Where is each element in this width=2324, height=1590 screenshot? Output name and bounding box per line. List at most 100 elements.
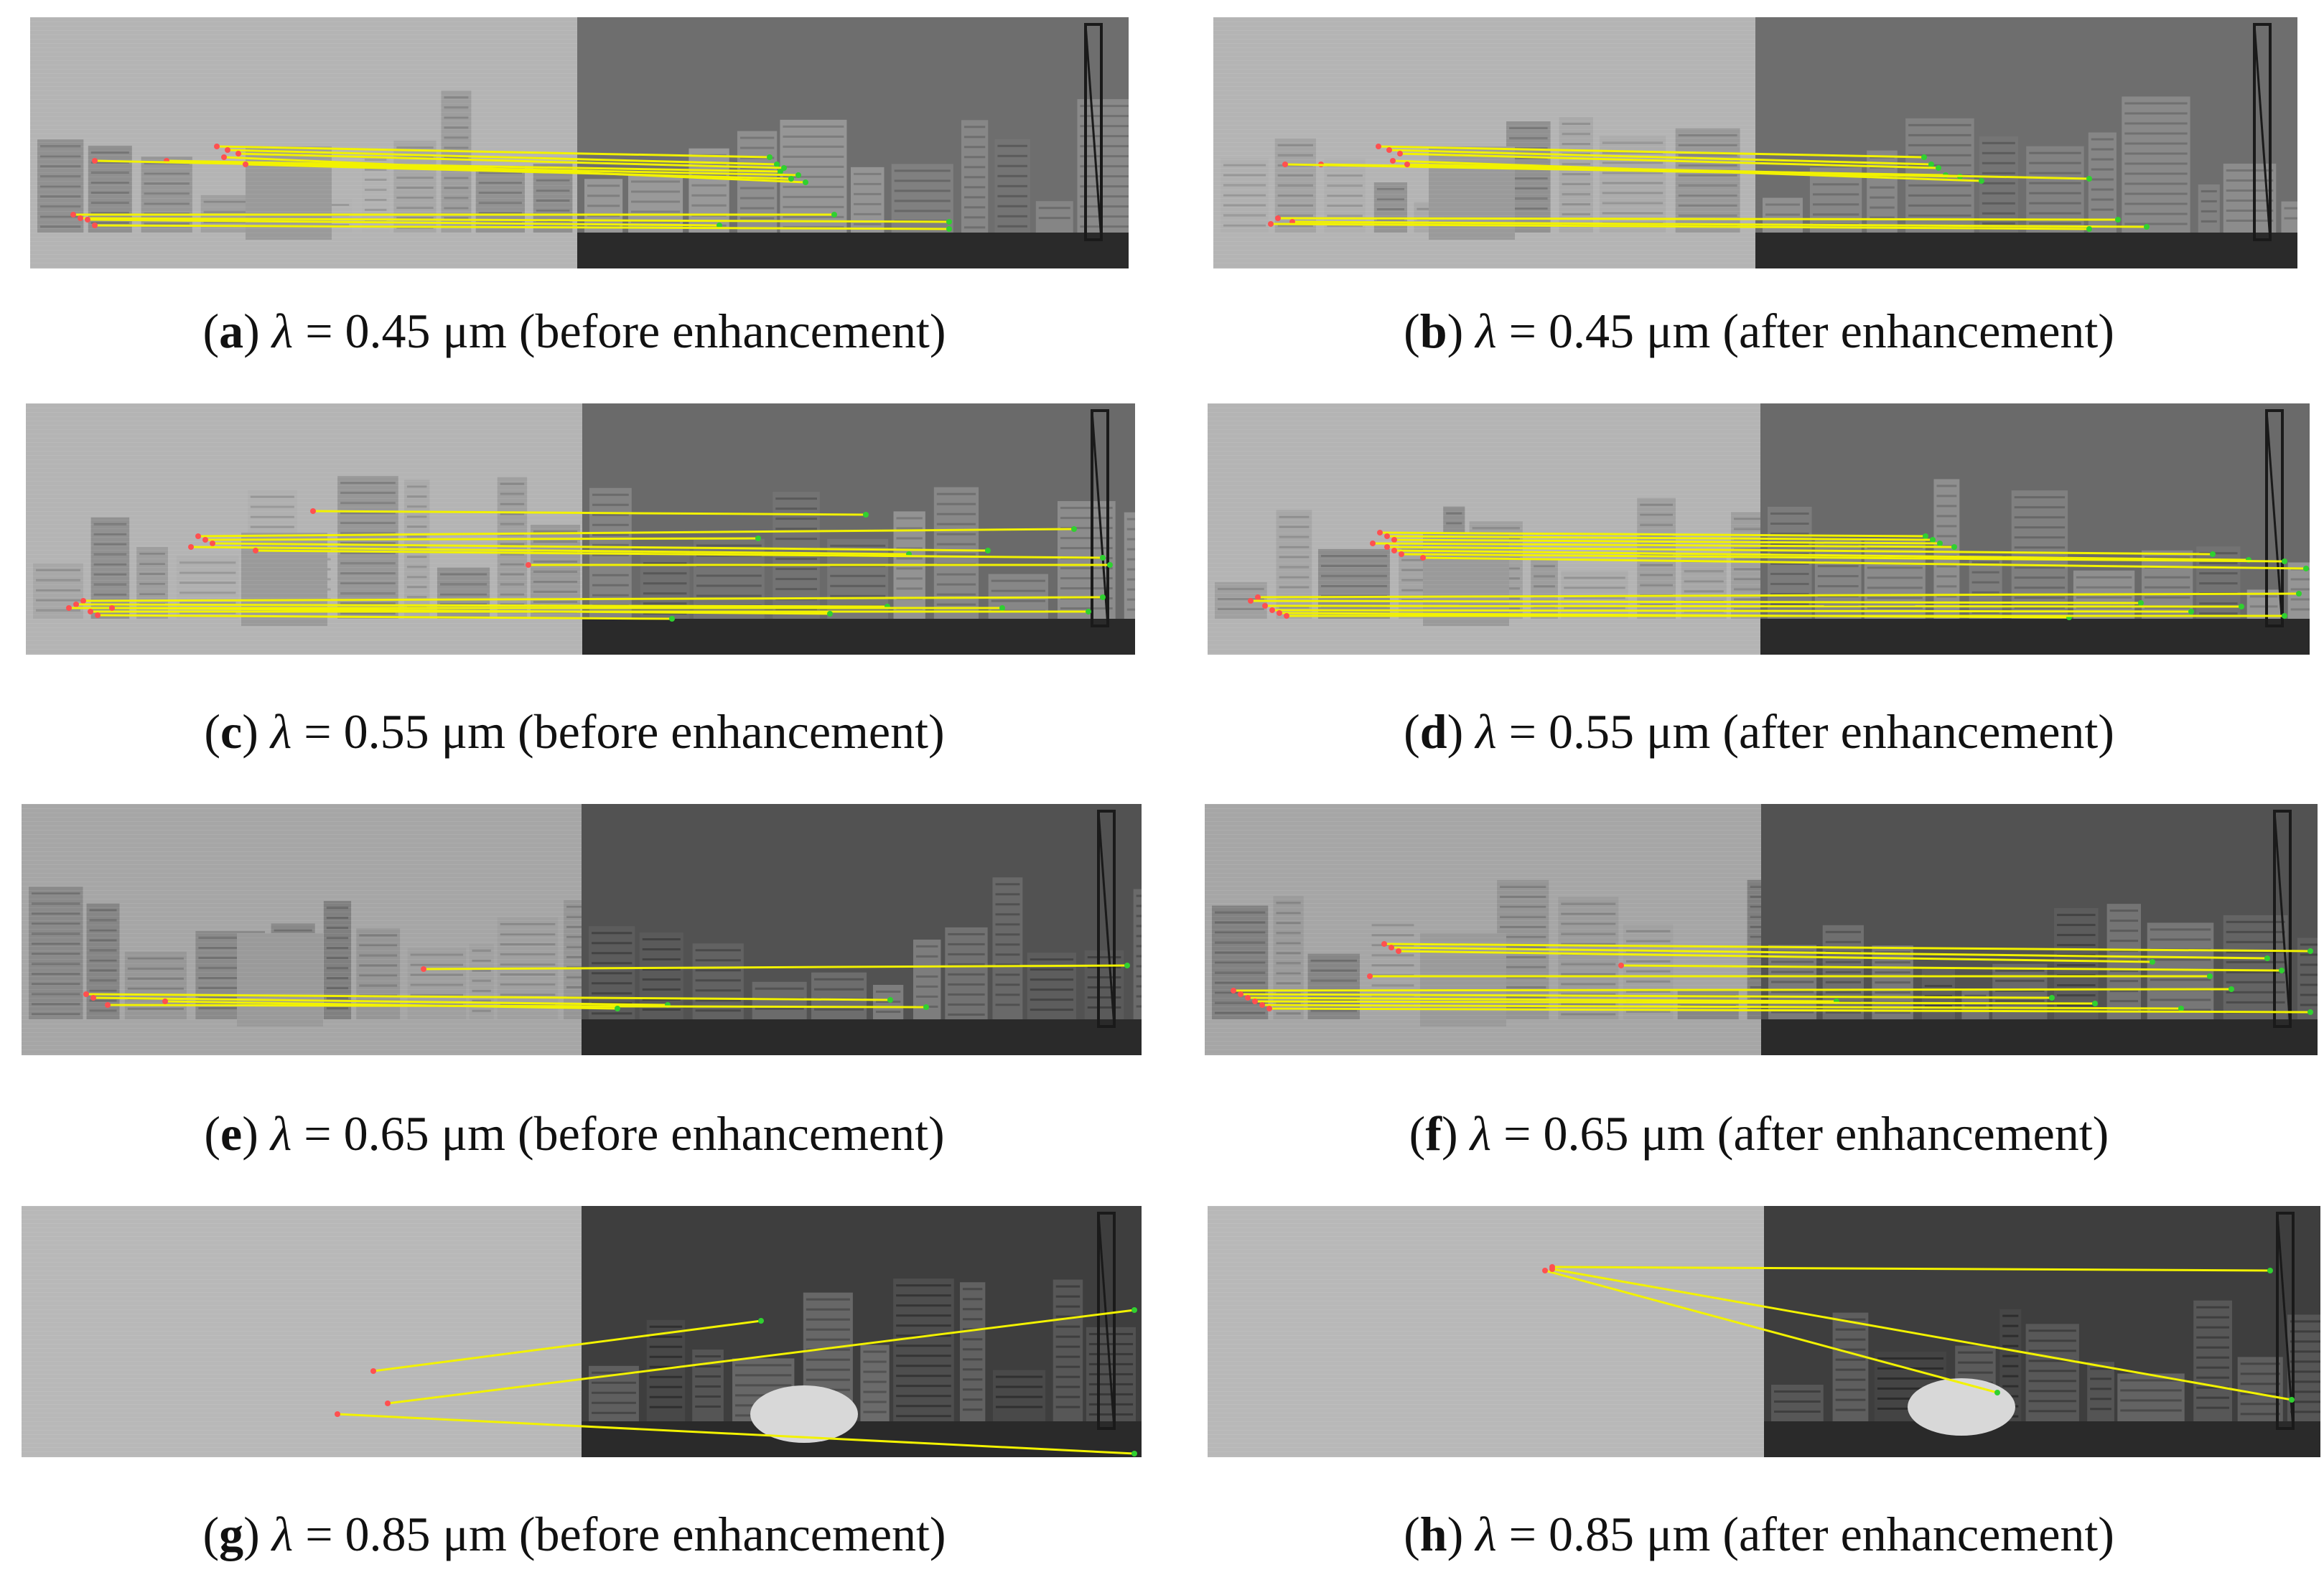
image-pair-svg <box>26 403 1135 655</box>
right-keypoint <box>999 605 1005 611</box>
match-line <box>94 224 950 230</box>
left-keypoint <box>92 223 98 228</box>
caption-d: (d) λ = 0.55 μm (after enhancement) <box>1404 704 2114 759</box>
match-line <box>1372 542 1955 548</box>
right-keypoint <box>2188 609 2194 614</box>
right-keypoint <box>1979 178 1984 184</box>
match-line <box>166 159 781 173</box>
match-line <box>1269 1007 2311 1014</box>
right-keypoint <box>985 548 991 553</box>
caption-c: (c) λ = 0.55 μm (before enhancement) <box>204 704 945 759</box>
match-lines <box>1248 530 2309 620</box>
right-keypoint <box>2092 1001 2098 1006</box>
left-keypoint <box>1396 948 1401 954</box>
right-keypoint <box>2267 1268 2273 1273</box>
left-keypoint <box>188 544 194 550</box>
left-keypoint <box>1367 973 1373 979</box>
left-keypoint <box>70 212 76 218</box>
left-keypoint <box>1255 594 1261 600</box>
match-image-d <box>1208 403 2310 655</box>
match-line <box>1551 1268 2292 1401</box>
match-line <box>238 152 785 169</box>
right-keypoint <box>1951 544 1957 550</box>
match-image-g <box>22 1206 1142 1457</box>
match-line <box>312 510 867 516</box>
left-keypoint <box>335 1411 340 1417</box>
left-keypoint <box>421 966 426 972</box>
image-pair-svg <box>1205 804 2318 1055</box>
left-keypoint <box>1268 221 1274 227</box>
image-pair-svg <box>1213 17 2297 268</box>
match-line <box>205 537 759 541</box>
image-pair-svg <box>1208 403 2310 655</box>
right-keypoint <box>795 172 801 178</box>
right-keypoint <box>2210 551 2216 557</box>
caption-b: (b) λ = 0.45 μm (after enhancement) <box>1404 304 2114 358</box>
left-keypoint <box>221 154 227 160</box>
left-keypoint <box>1390 158 1396 164</box>
caption-a: (a) λ = 0.45 μm (before enhancement) <box>202 304 946 358</box>
right-keypoint <box>827 611 833 617</box>
left-keypoint <box>1399 551 1404 557</box>
match-image-f <box>1205 804 2318 1055</box>
image-pair-svg <box>1208 1206 2320 1457</box>
right-keypoint <box>1930 537 1936 543</box>
left-keypoint <box>243 162 248 167</box>
match-line <box>1386 535 1933 541</box>
right-keypoint <box>2264 955 2270 961</box>
left-keypoint <box>162 999 168 1004</box>
left-keypoint <box>1618 963 1624 968</box>
match-line <box>1240 993 2053 999</box>
match-line <box>1394 538 1941 545</box>
match-lines <box>83 963 1130 1011</box>
right-keypoint <box>2296 591 2302 597</box>
match-line <box>1257 592 2300 599</box>
right-keypoint <box>946 219 952 225</box>
right-keypoint <box>767 154 773 160</box>
left-keypoint <box>78 215 83 221</box>
right-keypoint <box>1921 154 1927 160</box>
match-line <box>111 607 831 615</box>
right-keypoint <box>2307 948 2313 954</box>
left-keypoint <box>1275 215 1281 221</box>
right-keypoint <box>1131 1451 1137 1456</box>
right-keypoint <box>1994 1390 2000 1395</box>
right-keypoint <box>2289 1397 2295 1403</box>
left-keypoint <box>1238 991 1243 997</box>
match-line <box>245 163 792 180</box>
match-line <box>212 542 989 552</box>
match-line <box>1422 556 2307 570</box>
left-keypoint <box>80 598 86 604</box>
match-line <box>1378 145 1925 159</box>
match-line <box>1551 1266 2271 1272</box>
right-keypoint <box>2086 176 2092 182</box>
right-keypoint <box>2307 1009 2313 1015</box>
right-keypoint <box>946 226 952 232</box>
left-keypoint <box>105 1002 111 1008</box>
right-keypoint <box>831 212 837 218</box>
match-line <box>1406 163 2090 180</box>
left-keypoint <box>225 147 230 153</box>
right-keypoint <box>1100 594 1106 600</box>
right-keypoint <box>1071 526 1077 532</box>
match-line <box>1398 950 2153 963</box>
match-line <box>216 145 770 159</box>
right-keypoint <box>669 616 675 622</box>
left-keypoint <box>95 612 101 618</box>
match-line <box>1292 220 2147 228</box>
left-keypoint <box>1384 533 1390 539</box>
right-keypoint <box>923 1004 929 1010</box>
left-keypoint <box>1391 548 1397 553</box>
right-keypoint <box>778 169 783 174</box>
match-lines <box>66 508 1113 622</box>
left-keypoint <box>1420 555 1426 561</box>
right-keypoint <box>2115 217 2121 223</box>
left-keypoint <box>88 609 93 614</box>
left-keypoint <box>1262 603 1268 609</box>
match-image-h <box>1208 1206 2320 1457</box>
match-line <box>1389 149 1932 166</box>
match-line <box>423 964 1128 971</box>
match-line <box>387 1309 1135 1405</box>
left-keypoint <box>1377 530 1383 536</box>
match-line <box>1391 946 2268 960</box>
